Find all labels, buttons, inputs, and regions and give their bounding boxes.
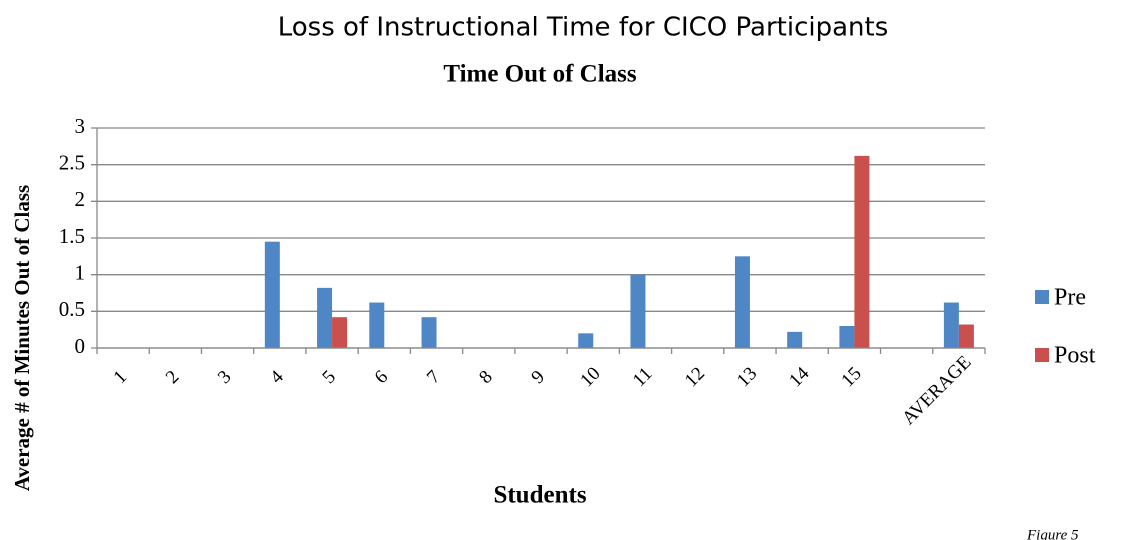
y-tick-label: 1.5 bbox=[59, 224, 85, 248]
x-tick-label: 2 bbox=[162, 366, 184, 388]
legend-label: Pre bbox=[1054, 285, 1086, 311]
bar bbox=[317, 287, 333, 348]
bar bbox=[578, 333, 594, 348]
x-tick-label: 10 bbox=[576, 363, 604, 391]
y-tick-label: 0.5 bbox=[59, 297, 85, 321]
x-tick-label: AVERAGE bbox=[898, 352, 975, 429]
bar bbox=[943, 302, 959, 348]
bar bbox=[787, 331, 803, 348]
figure-caption: Figure 5 bbox=[1026, 527, 1079, 540]
legend-label: Post bbox=[1054, 343, 1096, 369]
bar bbox=[734, 256, 750, 348]
x-tick-label: 12 bbox=[681, 363, 709, 391]
x-tick-label: 5 bbox=[318, 366, 340, 388]
x-tick-label: 13 bbox=[733, 363, 761, 391]
y-tick-label: 1 bbox=[75, 260, 86, 284]
legend-swatch bbox=[1035, 348, 1049, 362]
legend-swatch bbox=[1035, 290, 1049, 304]
bar bbox=[854, 155, 870, 348]
x-tick-label: 15 bbox=[837, 363, 865, 391]
x-tick-label: 11 bbox=[629, 363, 657, 391]
x-tick-label: 4 bbox=[266, 366, 288, 388]
bar bbox=[958, 324, 974, 348]
y-tick-label: 2.5 bbox=[59, 150, 85, 174]
x-axis-label: Students bbox=[493, 482, 586, 509]
x-tick-label: 3 bbox=[214, 366, 236, 388]
bar bbox=[839, 326, 855, 348]
x-tick-label: 1 bbox=[110, 366, 132, 388]
bar bbox=[630, 274, 646, 348]
x-tick-label: 8 bbox=[475, 366, 497, 388]
y-tick-label: 2 bbox=[75, 187, 86, 211]
x-tick-label: 7 bbox=[423, 366, 445, 388]
y-tick-label: 3 bbox=[75, 114, 86, 138]
chart-subtitle: Time Out of Class bbox=[443, 61, 637, 88]
bar bbox=[264, 241, 280, 348]
y-axis-label: Average # of Minutes Out of Class bbox=[10, 185, 34, 491]
x-tick-label: 14 bbox=[785, 363, 814, 392]
bar bbox=[421, 317, 437, 348]
x-tick-label: 6 bbox=[371, 366, 393, 388]
bar bbox=[332, 317, 348, 348]
x-tick-label: 9 bbox=[527, 366, 549, 388]
bar bbox=[369, 302, 385, 348]
chart-title: Loss of Instructional Time for CICO Part… bbox=[278, 13, 889, 43]
y-tick-label: 0 bbox=[75, 334, 86, 358]
